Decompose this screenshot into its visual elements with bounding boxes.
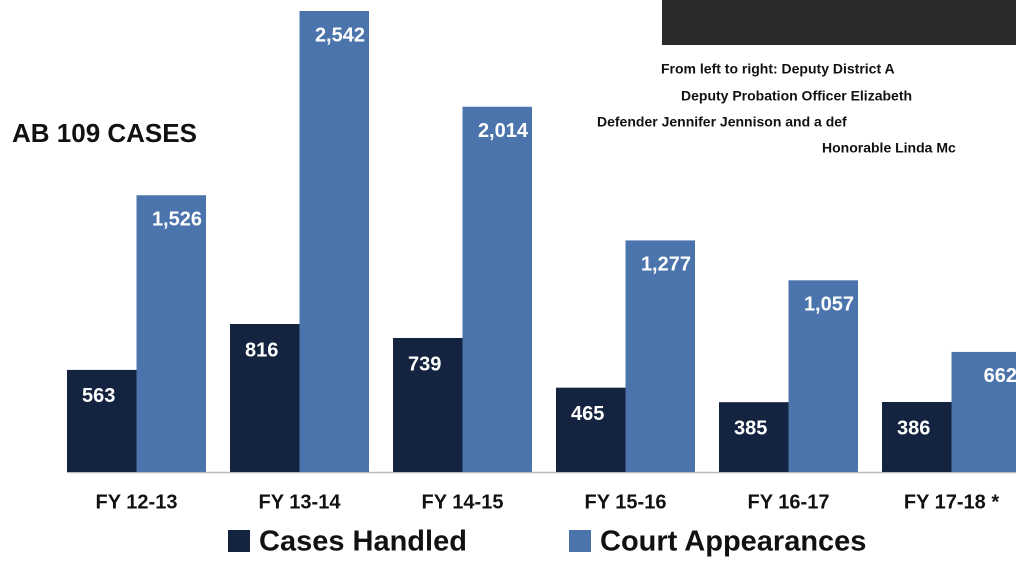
value-label: 2,014 [478, 120, 529, 142]
chart-title: AB 109 CASES [12, 118, 197, 148]
bar [463, 107, 533, 472]
x-tick-label: FY 13-14 [259, 491, 342, 513]
legend-swatch [228, 530, 250, 552]
value-label: 1,277 [641, 254, 691, 276]
photo-caption: Deputy Probation Officer Elizabeth [681, 88, 912, 104]
legend-swatch [569, 530, 591, 552]
value-label: 1,526 [152, 209, 202, 231]
chart: From left to right: Deputy District A De… [0, 0, 1016, 567]
legend-label: Court Appearances [600, 526, 866, 558]
photo-caption: From left to right: Deputy District A [661, 61, 895, 77]
value-label: 662 [984, 365, 1016, 387]
x-tick-label: FY 12-13 [96, 491, 178, 513]
photo-caption: Defender Jennifer Jennison and a def [597, 114, 847, 130]
bar [137, 195, 207, 472]
bar [556, 388, 626, 472]
x-tick-label: FY 16-17 [748, 491, 830, 513]
page: {"photo_caption": {"lines": ["From left … [0, 0, 1016, 567]
value-label: 739 [408, 353, 441, 375]
bar [300, 11, 370, 472]
x-tick-label: FY 14-15 [422, 491, 504, 513]
photo [662, 0, 1016, 45]
x-tick-label: FY 17-18 * [904, 491, 999, 513]
value-label: 465 [571, 403, 604, 425]
x-tick-label: FY 15-16 [585, 491, 667, 513]
legend-label: Cases Handled [259, 526, 467, 558]
value-label: 2,542 [315, 24, 365, 46]
value-label: 385 [734, 417, 767, 439]
photo-caption: Honorable Linda Mc [822, 140, 956, 156]
value-label: 563 [82, 385, 115, 407]
value-label: 386 [897, 417, 930, 439]
value-label: 816 [245, 339, 278, 361]
value-label: 1,057 [804, 294, 854, 316]
